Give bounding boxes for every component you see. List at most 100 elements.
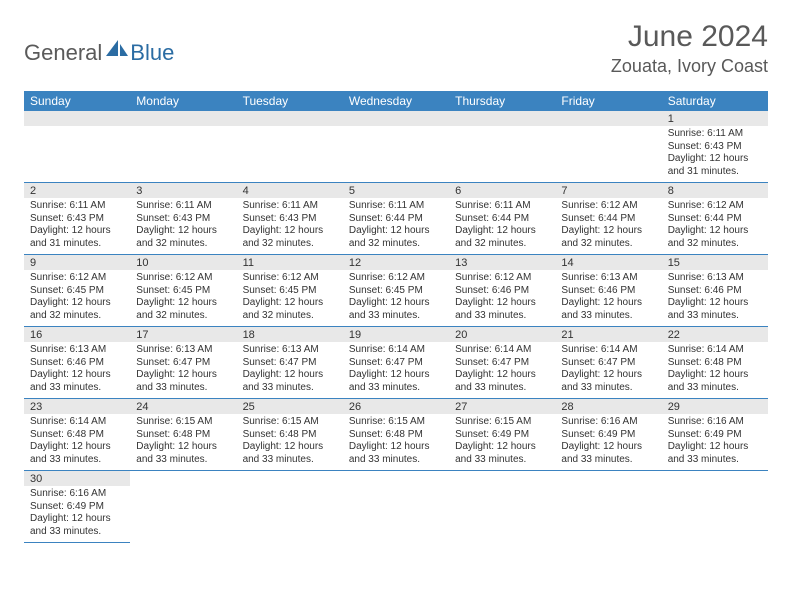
- day-content-cell: Sunrise: 6:11 AMSunset: 6:43 PMDaylight:…: [130, 198, 236, 255]
- day-header: Tuesday: [237, 91, 343, 111]
- day-number-row: 30: [24, 471, 768, 487]
- day-header: Friday: [555, 91, 661, 111]
- sunrise-line: Sunrise: 6:13 AM: [668, 272, 762, 285]
- sunrise-line: Sunrise: 6:12 AM: [561, 200, 655, 213]
- day-number-cell: 29: [662, 399, 768, 415]
- daylight-line: Daylight: 12 hours and 31 minutes.: [30, 225, 124, 250]
- day-number-cell: 1: [662, 111, 768, 126]
- day-number-cell: 28: [555, 399, 661, 415]
- calendar-table: SundayMondayTuesdayWednesdayThursdayFrid…: [24, 91, 768, 543]
- sunrise-line: Sunrise: 6:15 AM: [243, 416, 337, 429]
- day-content-row: Sunrise: 6:13 AMSunset: 6:46 PMDaylight:…: [24, 342, 768, 399]
- sunset-line: Sunset: 6:46 PM: [455, 285, 549, 298]
- day-content-cell: Sunrise: 6:12 AMSunset: 6:45 PMDaylight:…: [130, 270, 236, 327]
- day-number-cell: 30: [24, 471, 130, 487]
- brand-part2: Blue: [130, 40, 174, 66]
- day-content-cell: Sunrise: 6:13 AMSunset: 6:46 PMDaylight:…: [24, 342, 130, 399]
- day-content-cell: Sunrise: 6:11 AMSunset: 6:44 PMDaylight:…: [449, 198, 555, 255]
- brand-logo: General Blue: [24, 38, 174, 67]
- day-content-cell: Sunrise: 6:12 AMSunset: 6:44 PMDaylight:…: [555, 198, 661, 255]
- day-header: Monday: [130, 91, 236, 111]
- sunrise-line: Sunrise: 6:12 AM: [136, 272, 230, 285]
- daylight-line: Daylight: 12 hours and 32 minutes.: [243, 297, 337, 322]
- sunset-line: Sunset: 6:47 PM: [349, 357, 443, 370]
- day-content-cell: Sunrise: 6:12 AMSunset: 6:45 PMDaylight:…: [343, 270, 449, 327]
- sunrise-line: Sunrise: 6:14 AM: [455, 344, 549, 357]
- daylight-line: Daylight: 12 hours and 33 minutes.: [668, 297, 762, 322]
- day-content-cell: [343, 486, 449, 543]
- sunrise-line: Sunrise: 6:12 AM: [455, 272, 549, 285]
- day-number-cell: 26: [343, 399, 449, 415]
- day-number-cell: 10: [130, 255, 236, 271]
- day-header: Thursday: [449, 91, 555, 111]
- sunrise-line: Sunrise: 6:11 AM: [243, 200, 337, 213]
- sunrise-line: Sunrise: 6:16 AM: [668, 416, 762, 429]
- day-number-cell: 13: [449, 255, 555, 271]
- header: General Blue June 2024 Zouata, Ivory Coa…: [24, 20, 768, 77]
- day-number-cell: 6: [449, 183, 555, 199]
- day-content-cell: Sunrise: 6:15 AMSunset: 6:49 PMDaylight:…: [449, 414, 555, 471]
- sunset-line: Sunset: 6:44 PM: [455, 213, 549, 226]
- sunrise-line: Sunrise: 6:13 AM: [243, 344, 337, 357]
- day-content-cell: [662, 486, 768, 543]
- day-content-cell: [555, 486, 661, 543]
- title-block: June 2024 Zouata, Ivory Coast: [611, 20, 768, 77]
- day-number-cell: [130, 111, 236, 126]
- day-number-row: 1: [24, 111, 768, 126]
- brand-part1: General: [24, 40, 102, 66]
- sunset-line: Sunset: 6:44 PM: [349, 213, 443, 226]
- day-number-cell: 11: [237, 255, 343, 271]
- daylight-line: Daylight: 12 hours and 32 minutes.: [136, 297, 230, 322]
- day-content-cell: Sunrise: 6:12 AMSunset: 6:44 PMDaylight:…: [662, 198, 768, 255]
- daylight-line: Daylight: 12 hours and 32 minutes.: [455, 225, 549, 250]
- daylight-line: Daylight: 12 hours and 32 minutes.: [136, 225, 230, 250]
- day-content-cell: Sunrise: 6:13 AMSunset: 6:47 PMDaylight:…: [130, 342, 236, 399]
- sunrise-line: Sunrise: 6:11 AM: [455, 200, 549, 213]
- daylight-line: Daylight: 12 hours and 31 minutes.: [668, 153, 762, 178]
- day-content-cell: Sunrise: 6:12 AMSunset: 6:45 PMDaylight:…: [237, 270, 343, 327]
- sunrise-line: Sunrise: 6:16 AM: [561, 416, 655, 429]
- day-number-cell: 23: [24, 399, 130, 415]
- sunset-line: Sunset: 6:47 PM: [136, 357, 230, 370]
- day-number-cell: [343, 471, 449, 487]
- sunrise-line: Sunrise: 6:15 AM: [349, 416, 443, 429]
- day-content-cell: Sunrise: 6:11 AMSunset: 6:44 PMDaylight:…: [343, 198, 449, 255]
- daylight-line: Daylight: 12 hours and 33 minutes.: [455, 297, 549, 322]
- sunset-line: Sunset: 6:48 PM: [136, 429, 230, 442]
- month-title: June 2024: [611, 20, 768, 54]
- sunrise-line: Sunrise: 6:14 AM: [668, 344, 762, 357]
- sunset-line: Sunset: 6:43 PM: [136, 213, 230, 226]
- sunrise-line: Sunrise: 6:15 AM: [455, 416, 549, 429]
- day-content-cell: [343, 126, 449, 183]
- daylight-line: Daylight: 12 hours and 33 minutes.: [561, 369, 655, 394]
- day-number-cell: [449, 471, 555, 487]
- day-content-cell: Sunrise: 6:13 AMSunset: 6:46 PMDaylight:…: [662, 270, 768, 327]
- day-content-row: Sunrise: 6:14 AM Sunset: 6:48 PM Daylight:…: [24, 414, 768, 471]
- day-content-cell: Sunrise: 6:14 AMSunset: 6:48 PMDaylight:…: [24, 414, 130, 471]
- sunset-line: Sunset: 6:45 PM: [243, 285, 337, 298]
- sunset-line: Sunset: 6:49 PM: [455, 429, 549, 442]
- day-number-row: 2345678: [24, 183, 768, 199]
- day-content-cell: Sunrise: 6:16 AMSunset: 6:49 PMDaylight:…: [662, 414, 768, 471]
- day-content-cell: Sunrise: 6:11 AMSunset: 6:43 PMDaylight:…: [24, 198, 130, 255]
- day-number-cell: [237, 111, 343, 126]
- daylight-line: Daylight: 12 hours and 33 minutes.: [30, 513, 124, 538]
- day-content-cell: [130, 126, 236, 183]
- sunrise-line: Sunrise: 6:11 AM: [136, 200, 230, 213]
- day-number-cell: 27: [449, 399, 555, 415]
- day-number-cell: 14: [555, 255, 661, 271]
- day-number-cell: [24, 111, 130, 126]
- daylight-line: Daylight: 12 hours and 33 minutes.: [30, 369, 124, 394]
- day-content-cell: Sunrise: 6:15 AMSunset: 6:48 PMDaylight:…: [237, 414, 343, 471]
- day-content-cell: [449, 126, 555, 183]
- day-header: Wednesday: [343, 91, 449, 111]
- day-content-cell: Sunrise: 6:15 AMSunset: 6:48 PMDaylight:…: [130, 414, 236, 471]
- daylight-line: Daylight: 12 hours and 33 minutes.: [668, 441, 762, 466]
- day-content-cell: Sunrise: 6:16 AMSunset: 6:49 PMDaylight:…: [24, 486, 130, 543]
- day-number-cell: 2: [24, 183, 130, 199]
- day-number-cell: 7: [555, 183, 661, 199]
- day-content-cell: [130, 486, 236, 543]
- sunrise-line: Sunrise: 6:14 AM: [30, 416, 124, 429]
- day-content-cell: Sunrise: 6:14 AMSunset: 6:47 PMDaylight:…: [555, 342, 661, 399]
- day-number-cell: 19: [343, 327, 449, 343]
